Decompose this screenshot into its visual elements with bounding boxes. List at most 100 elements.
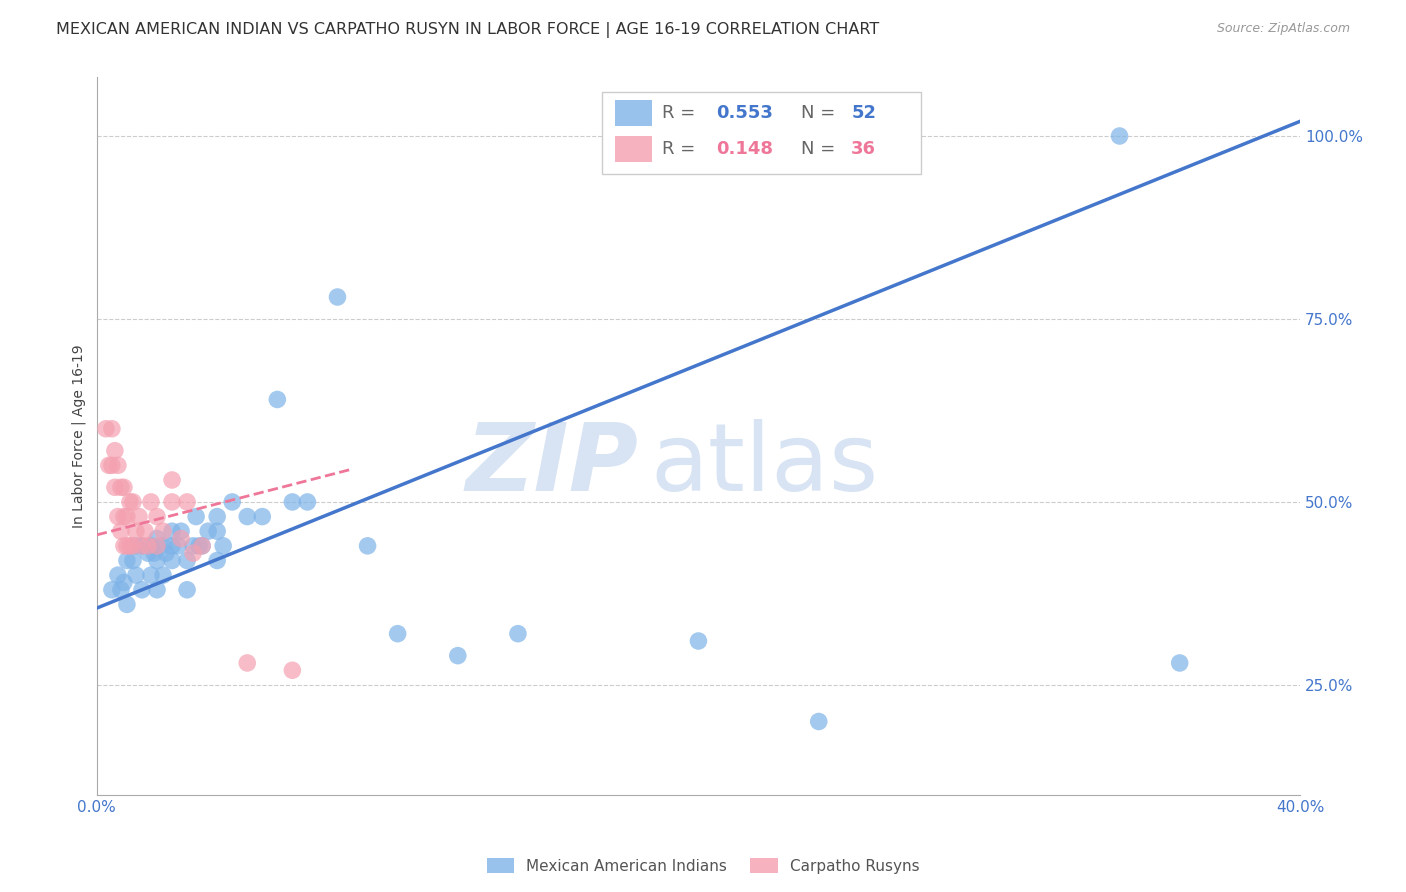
Point xyxy=(122,539,145,553)
Point xyxy=(112,480,135,494)
Point xyxy=(155,546,177,560)
Point xyxy=(236,656,259,670)
Point xyxy=(97,458,120,473)
Point xyxy=(326,290,349,304)
Point xyxy=(136,539,159,553)
Point xyxy=(252,509,274,524)
Point xyxy=(688,634,710,648)
Point xyxy=(101,422,124,436)
Point xyxy=(104,443,127,458)
Point xyxy=(176,553,198,567)
Point xyxy=(197,524,219,539)
Point xyxy=(122,553,145,567)
Point xyxy=(146,539,169,553)
Point xyxy=(281,663,304,677)
Point xyxy=(107,458,129,473)
Point xyxy=(205,509,228,524)
Point xyxy=(107,568,129,582)
Point xyxy=(112,509,135,524)
Point xyxy=(281,495,304,509)
Point xyxy=(297,495,319,509)
Text: 0.553: 0.553 xyxy=(717,104,773,122)
Point xyxy=(807,714,830,729)
Point xyxy=(205,524,228,539)
Point xyxy=(1108,128,1130,143)
Point xyxy=(160,524,183,539)
Point xyxy=(160,473,183,487)
Point xyxy=(115,539,138,553)
Point xyxy=(160,553,183,567)
Text: N =: N = xyxy=(800,104,835,122)
Point xyxy=(115,598,138,612)
Point xyxy=(110,582,132,597)
FancyBboxPatch shape xyxy=(616,136,651,162)
Text: Source: ZipAtlas.com: Source: ZipAtlas.com xyxy=(1216,22,1350,36)
Y-axis label: In Labor Force | Age 16-19: In Labor Force | Age 16-19 xyxy=(72,344,86,528)
Point xyxy=(101,582,124,597)
Point xyxy=(236,509,259,524)
Point xyxy=(160,539,183,553)
Point xyxy=(125,568,148,582)
Legend: Mexican American Indians, Carpatho Rusyns: Mexican American Indians, Carpatho Rusyn… xyxy=(481,852,925,880)
Point xyxy=(139,495,162,509)
Point xyxy=(170,532,193,546)
Point xyxy=(125,524,148,539)
Point xyxy=(167,539,190,553)
Point xyxy=(447,648,470,663)
Point xyxy=(136,546,159,560)
Point xyxy=(139,539,162,553)
Text: N =: N = xyxy=(800,140,835,158)
Point xyxy=(184,509,207,524)
Point xyxy=(356,539,378,553)
Point xyxy=(266,392,288,407)
Point xyxy=(131,539,153,553)
Text: 0.148: 0.148 xyxy=(717,140,773,158)
Point xyxy=(94,422,117,436)
Point xyxy=(152,568,174,582)
Point xyxy=(112,575,135,590)
Point xyxy=(191,539,214,553)
Point xyxy=(181,539,204,553)
Point xyxy=(170,524,193,539)
Point xyxy=(112,539,135,553)
Point xyxy=(212,539,235,553)
Point xyxy=(176,495,198,509)
Point xyxy=(152,539,174,553)
Point xyxy=(115,509,138,524)
Point xyxy=(387,626,409,640)
Point xyxy=(188,539,211,553)
Point xyxy=(139,568,162,582)
Text: R =: R = xyxy=(662,140,696,158)
FancyBboxPatch shape xyxy=(616,100,651,126)
Point xyxy=(134,524,156,539)
Point xyxy=(131,539,153,553)
Point xyxy=(146,532,169,546)
Point xyxy=(146,509,169,524)
Point xyxy=(110,524,132,539)
Point xyxy=(128,509,150,524)
Point xyxy=(191,539,214,553)
Point xyxy=(104,480,127,494)
Point xyxy=(181,546,204,560)
Point xyxy=(125,539,148,553)
Text: R =: R = xyxy=(662,104,696,122)
Point xyxy=(118,539,141,553)
Text: ZIP: ZIP xyxy=(465,418,638,511)
Point xyxy=(1168,656,1191,670)
Point xyxy=(107,509,129,524)
Point xyxy=(118,495,141,509)
Point xyxy=(160,495,183,509)
Point xyxy=(110,480,132,494)
Point xyxy=(122,495,145,509)
Point xyxy=(101,458,124,473)
Point xyxy=(221,495,243,509)
Text: MEXICAN AMERICAN INDIAN VS CARPATHO RUSYN IN LABOR FORCE | AGE 16-19 CORRELATION: MEXICAN AMERICAN INDIAN VS CARPATHO RUSY… xyxy=(56,22,880,38)
Point xyxy=(152,524,174,539)
Text: 36: 36 xyxy=(851,140,876,158)
Point xyxy=(146,582,169,597)
Point xyxy=(115,553,138,567)
Point xyxy=(176,582,198,597)
Point xyxy=(131,582,153,597)
FancyBboxPatch shape xyxy=(602,92,921,174)
Text: 52: 52 xyxy=(851,104,876,122)
